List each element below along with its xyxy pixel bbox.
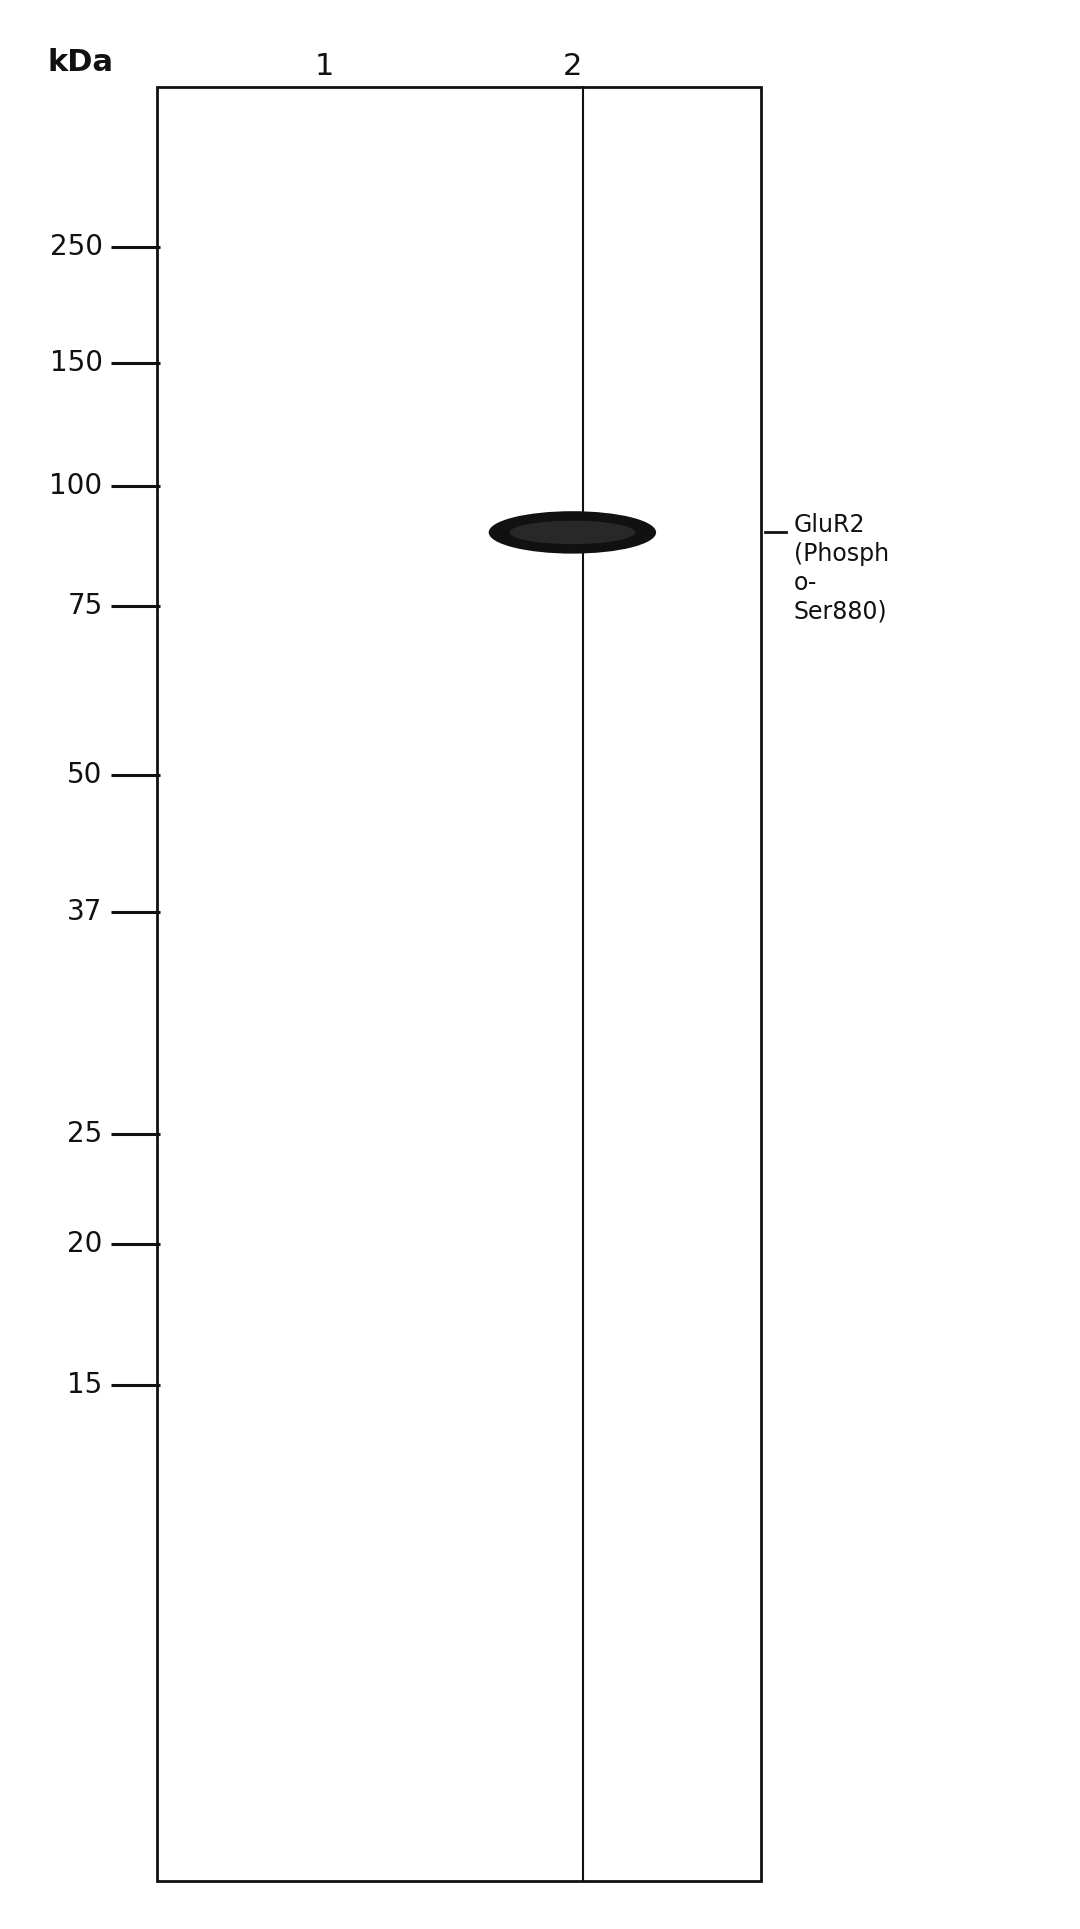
Text: 37: 37 [67,899,103,926]
Text: 75: 75 [67,592,103,619]
Text: 20: 20 [67,1231,103,1258]
Text: 150: 150 [50,349,103,376]
Text: kDa: kDa [48,48,114,77]
Text: 25: 25 [67,1121,103,1148]
Text: GluR2
(Phosph
o-
Ser880): GluR2 (Phosph o- Ser880) [794,513,889,623]
Text: 15: 15 [67,1372,103,1399]
Text: 50: 50 [67,762,103,789]
Ellipse shape [488,511,657,554]
Text: 2: 2 [563,52,582,81]
FancyBboxPatch shape [157,87,761,1881]
Text: 250: 250 [50,233,103,260]
Text: 1: 1 [314,52,334,81]
Ellipse shape [510,521,635,544]
Text: 100: 100 [50,473,103,500]
